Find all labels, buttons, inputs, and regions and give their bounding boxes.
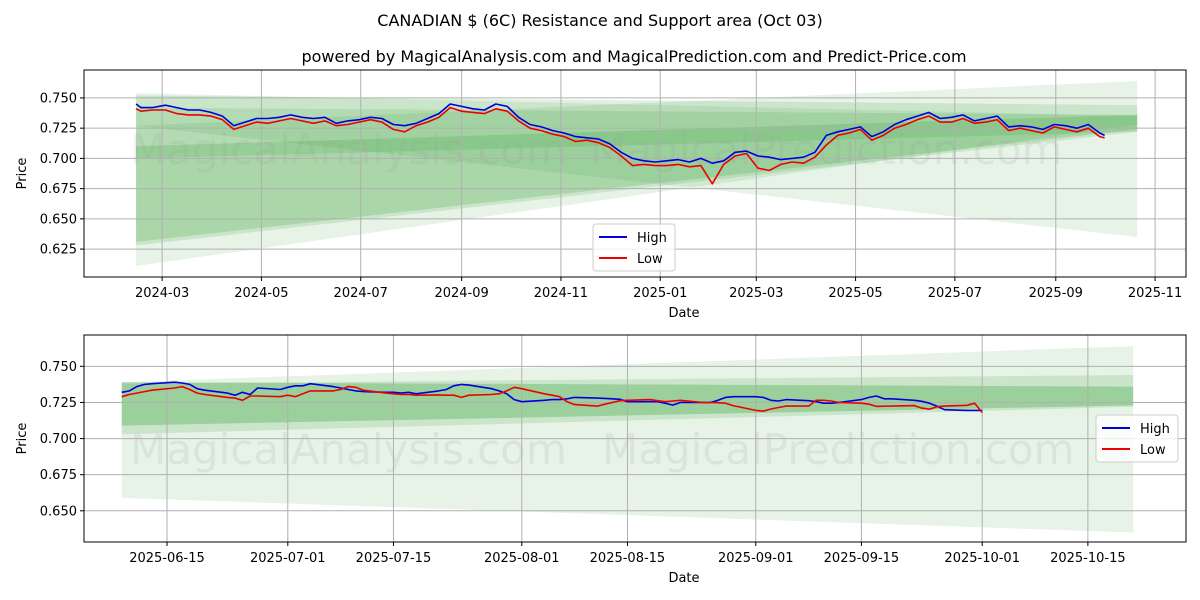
watermark-text: MagicalPrediction.com [590,125,1063,174]
legend-box [1095,414,1179,463]
legend-label-high: High [1140,422,1170,437]
legend: High Low [592,223,676,272]
x-tick-label: 2024-03 [135,286,189,301]
x-tick-label: 2025-10-15 [1050,551,1126,566]
x-tick-label: 2025-10-01 [944,551,1020,566]
x-tick-label: 2025-09-15 [824,551,900,566]
x-tick-label: 2024-11 [534,286,588,301]
y-axis-label: Price [15,158,30,190]
x-tick-label: 2024-05 [234,286,288,301]
x-tick-label: 2025-07-15 [356,551,432,566]
x-tick-label: 2025-06-15 [129,551,205,566]
x-tick-label: 2024-07 [334,286,388,301]
watermark-text: MagicalAnalysis.com [130,125,567,174]
y-tick-label: 0.675 [40,468,77,483]
x-tick-label: 2025-08-01 [484,551,560,566]
y-tick-label: 0.725 [40,396,77,411]
y-tick-label: 0.675 [40,182,77,197]
x-tick-label: 2025-05 [828,286,882,301]
x-tick-label: 2025-09-01 [718,551,794,566]
plot-content: MagicalAnalysis.com MagicalPrediction.com… [84,70,1186,326]
watermark-text: MagicalPrediction.com [590,277,1063,326]
band-outer-resistance-zone [136,93,1138,266]
y-axis-label: Price [15,423,30,455]
y-tick-label: 0.750 [40,360,77,375]
x-tick-label: 2025-01 [633,286,687,301]
x-tick-label: 2024-09 [434,286,488,301]
series-line-low [121,385,983,414]
chart-title: CANADIAN $ (6C) Resistance and Support a… [377,11,822,30]
legend: High Low [1095,414,1179,463]
watermark-text: MagicalAnalysis.com [130,277,567,326]
x-tick-label: 2025-07-01 [250,551,326,566]
y-tick-label: 0.750 [40,91,77,106]
x-tick-label: 2025-03 [729,286,783,301]
axes-frame [83,69,1187,278]
y-tick-label: 0.650 [40,504,77,519]
y-tick-label: 0.725 [40,122,77,137]
y-tick-label: 0.650 [40,212,77,227]
legend-label-low: Low [1140,443,1166,458]
series-line-high [135,103,1105,164]
series-line-high [121,381,983,412]
y-tick-label: 0.700 [40,152,77,167]
legend-label-high: High [637,231,667,246]
series-line-low [135,106,1105,185]
band-mid-zone-b [136,114,1138,242]
plot-content: MagicalAnalysis.com MagicalPrediction.com [84,335,1186,542]
x-axis-label: Date [668,306,699,321]
watermark-text: MagicalPrediction.com [602,425,1075,474]
x-tick-label: 2025-08-15 [590,551,666,566]
legend-label-low: Low [637,252,663,267]
x-axis-label: Date [668,571,699,586]
x-tick-label: 2025-11 [1128,286,1182,301]
watermark-text: MagicalAnalysis.com [130,425,567,474]
chart-subtitle: powered by MagicalAnalysis.com and Magic… [301,47,966,66]
y-tick-label: 0.625 [40,243,77,258]
x-tick-label: 2025-07 [928,286,982,301]
x-tick-label: 2025-09 [1029,286,1083,301]
y-tick-label: 0.700 [40,432,77,447]
panel-full-history: MagicalAnalysis.com MagicalPrediction.com… [15,69,1187,326]
legend-box [592,223,676,272]
panel-recent-zoom: MagicalAnalysis.com MagicalPrediction.com… [15,334,1187,586]
